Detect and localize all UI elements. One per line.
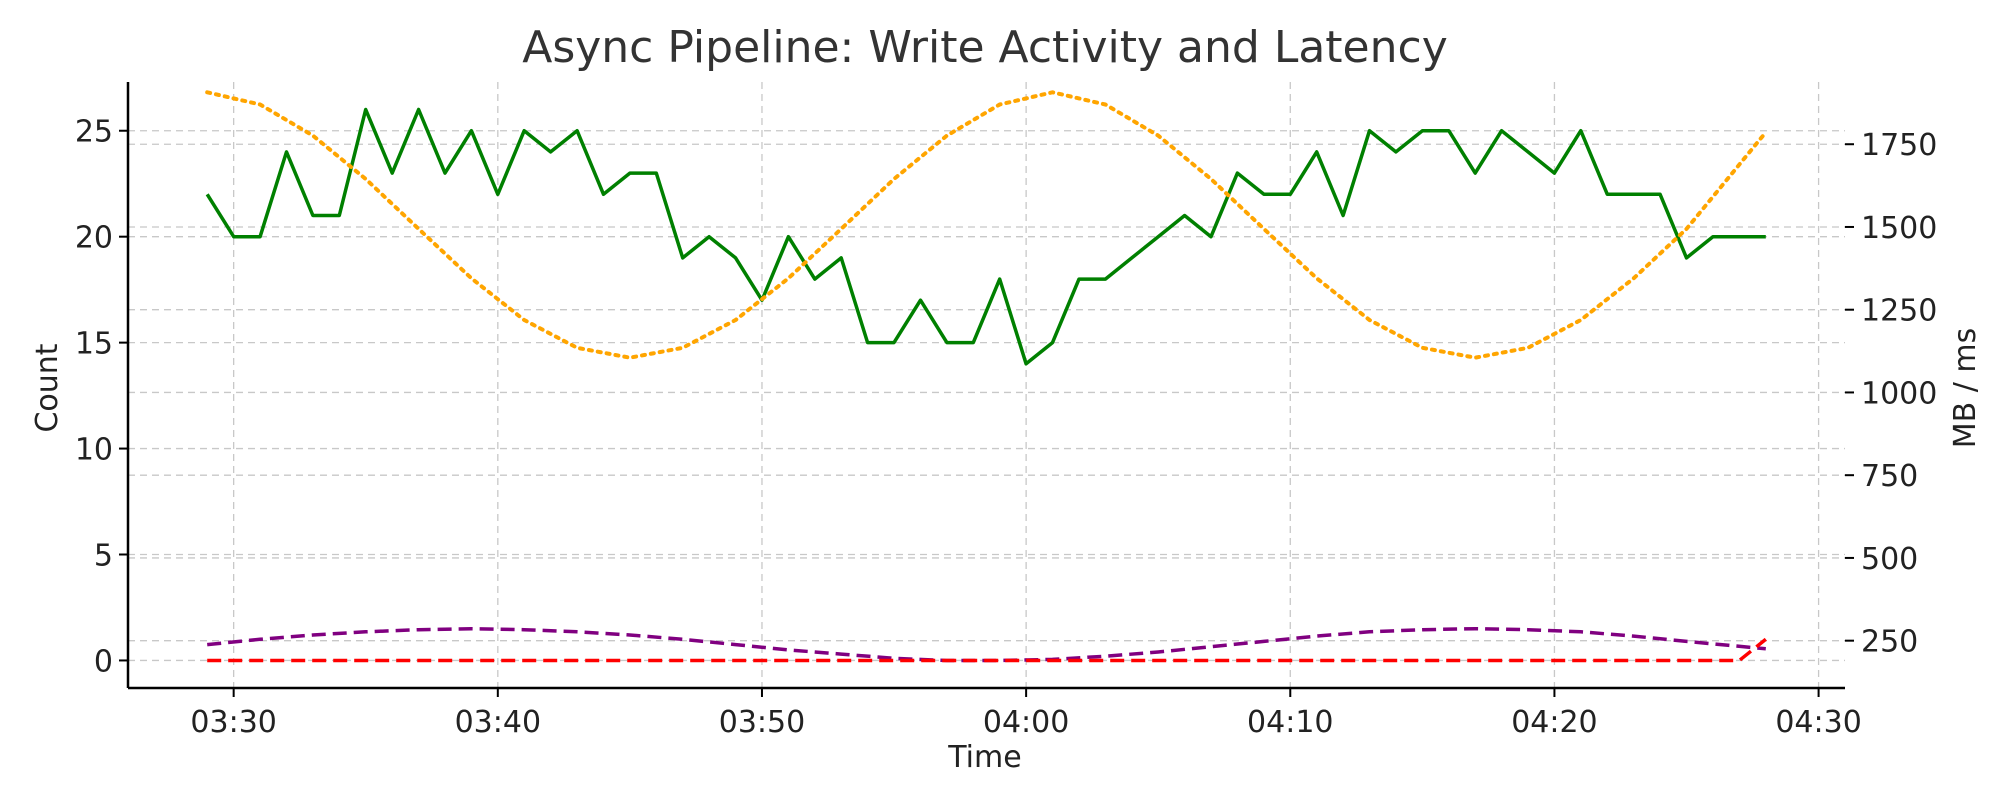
y2-tick-label: 1500: [1861, 211, 1937, 246]
x-tick-label: 03:40: [455, 705, 541, 740]
y-tick-label: 25: [75, 115, 113, 150]
y2-tick-label: 1750: [1861, 128, 1937, 163]
y-tick-label: 15: [75, 327, 113, 362]
y-tick-label: 0: [94, 644, 113, 679]
series-layer: [205, 90, 1768, 663]
y2-tick-label: 500: [1861, 542, 1918, 577]
x-tick-label: 03:50: [719, 705, 805, 740]
y-tick-label: 5: [94, 539, 113, 574]
y-axis-label: Count: [30, 343, 65, 432]
x-tick-label: 04:10: [1247, 705, 1333, 740]
y-tick-label: 10: [75, 433, 113, 468]
y-tick-label: 20: [75, 221, 113, 256]
series-line-3: [207, 626, 1766, 663]
series-line-2: [205, 90, 1768, 360]
x-tick-label: 04:00: [983, 705, 1069, 740]
series-line-4: [207, 637, 1767, 663]
y2-tick-label: 1250: [1861, 294, 1937, 329]
x-tick-label: 04:20: [1511, 705, 1597, 740]
y2-tick-label: 250: [1861, 625, 1918, 660]
series-line-1: [205, 107, 1766, 366]
y2-tick-label: 1000: [1861, 376, 1937, 411]
axes: 03:30 03:40 03:50 04:00 04:10 04:20 04:30 0 5 10 1…: [75, 82, 1937, 740]
y2-tick-label: 750: [1861, 459, 1918, 494]
x-axis-label: Time: [947, 740, 1021, 775]
x-tick-label: 03:30: [190, 705, 276, 740]
x-tick-label: 04:30: [1775, 705, 1861, 740]
y2-axis-label: MB / ms: [1948, 328, 1983, 449]
chart-title: Async Pipeline: Write Activity and Laten…: [522, 22, 1448, 73]
grid: [128, 82, 1845, 688]
